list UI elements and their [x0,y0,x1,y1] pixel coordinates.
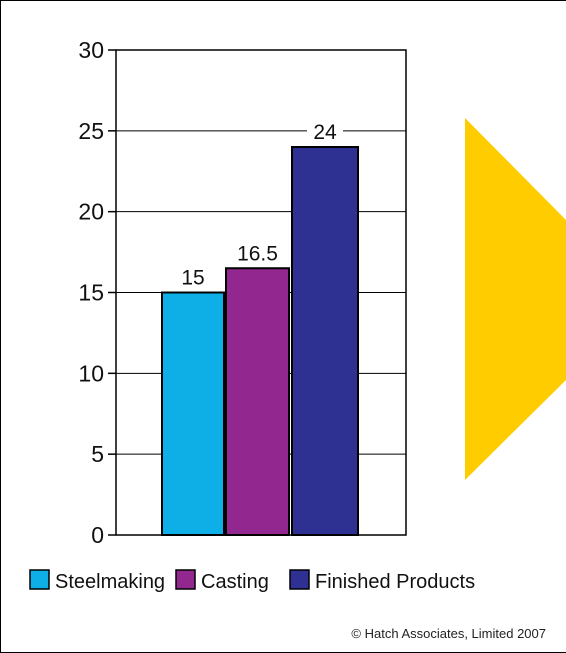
y-tick-label: 5 [91,441,104,467]
y-tick-label: 20 [78,199,104,225]
legend-swatch [175,569,196,590]
y-tick-label: 25 [78,118,104,144]
copyright-text: © Hatch Associates, Limited 2007 [351,626,546,641]
data-label: 16.5 [237,242,278,265]
arrow-shape [465,118,566,480]
y-tick-label: 0 [91,522,104,548]
y-tick-label: 10 [78,360,104,386]
y-tick-label: 15 [78,280,104,306]
data-labels: 15 16.5 24 [175,119,343,290]
legend-label: Casting [201,571,269,593]
legend-label: Steelmaking [55,571,165,593]
data-label: 24 [313,121,337,144]
bar-steelmaking [161,291,225,536]
data-label-background [307,119,343,143]
bar-finished-products [291,146,359,536]
y-axis-ticks: 0 5 10 15 20 25 30 [78,37,116,548]
data-label-background [227,240,288,265]
data-label: 15 [181,267,204,290]
legend-label: Finished Products [315,571,475,593]
legend-swatch [289,569,310,590]
bars [161,146,359,536]
y-tick-label: 30 [78,37,104,63]
legend: Steelmaking Casting Finished Products [29,569,475,593]
data-label-background [175,264,211,289]
bar-casting [225,267,290,536]
legend-swatch [29,569,50,590]
